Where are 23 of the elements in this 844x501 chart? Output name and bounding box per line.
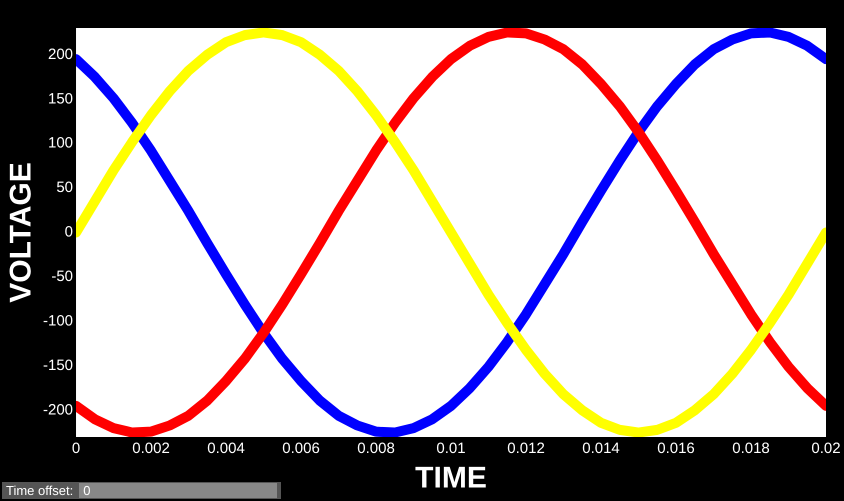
y-tick-label: -100: [42, 312, 74, 330]
y-tick-label: 200: [48, 46, 74, 63]
x-tick-label: 0.01: [436, 440, 466, 458]
x-tick-label: 0.018: [732, 440, 770, 458]
x-tick-label: 0.014: [582, 440, 620, 458]
y-tick-label: -50: [51, 268, 74, 286]
text: Time offset:: [6, 483, 74, 498]
y-tick-label: 150: [48, 90, 74, 108]
y-tick-label: 100: [48, 134, 74, 152]
x-tick-label: 0.006: [282, 440, 320, 458]
x-tick-label: 0.002: [132, 440, 170, 458]
y-tick-label: -150: [42, 357, 74, 374]
y-tick-label: 50: [56, 179, 74, 196]
x-tick-label: 0.008: [357, 440, 395, 458]
y-axis-title: VOLTAGE: [4, 162, 38, 303]
y-tick-label: 0: [64, 224, 74, 241]
x-tick-label: 0.02: [811, 440, 841, 458]
x-axis-title: TIME: [415, 461, 487, 494]
x-tick-label: 0.016: [657, 440, 695, 458]
text-field: 0: [79, 483, 278, 498]
y-tick-label: -200: [42, 401, 74, 418]
x-tick-label: 0.004: [207, 440, 245, 458]
x-tick-label: 0.012: [507, 440, 545, 458]
